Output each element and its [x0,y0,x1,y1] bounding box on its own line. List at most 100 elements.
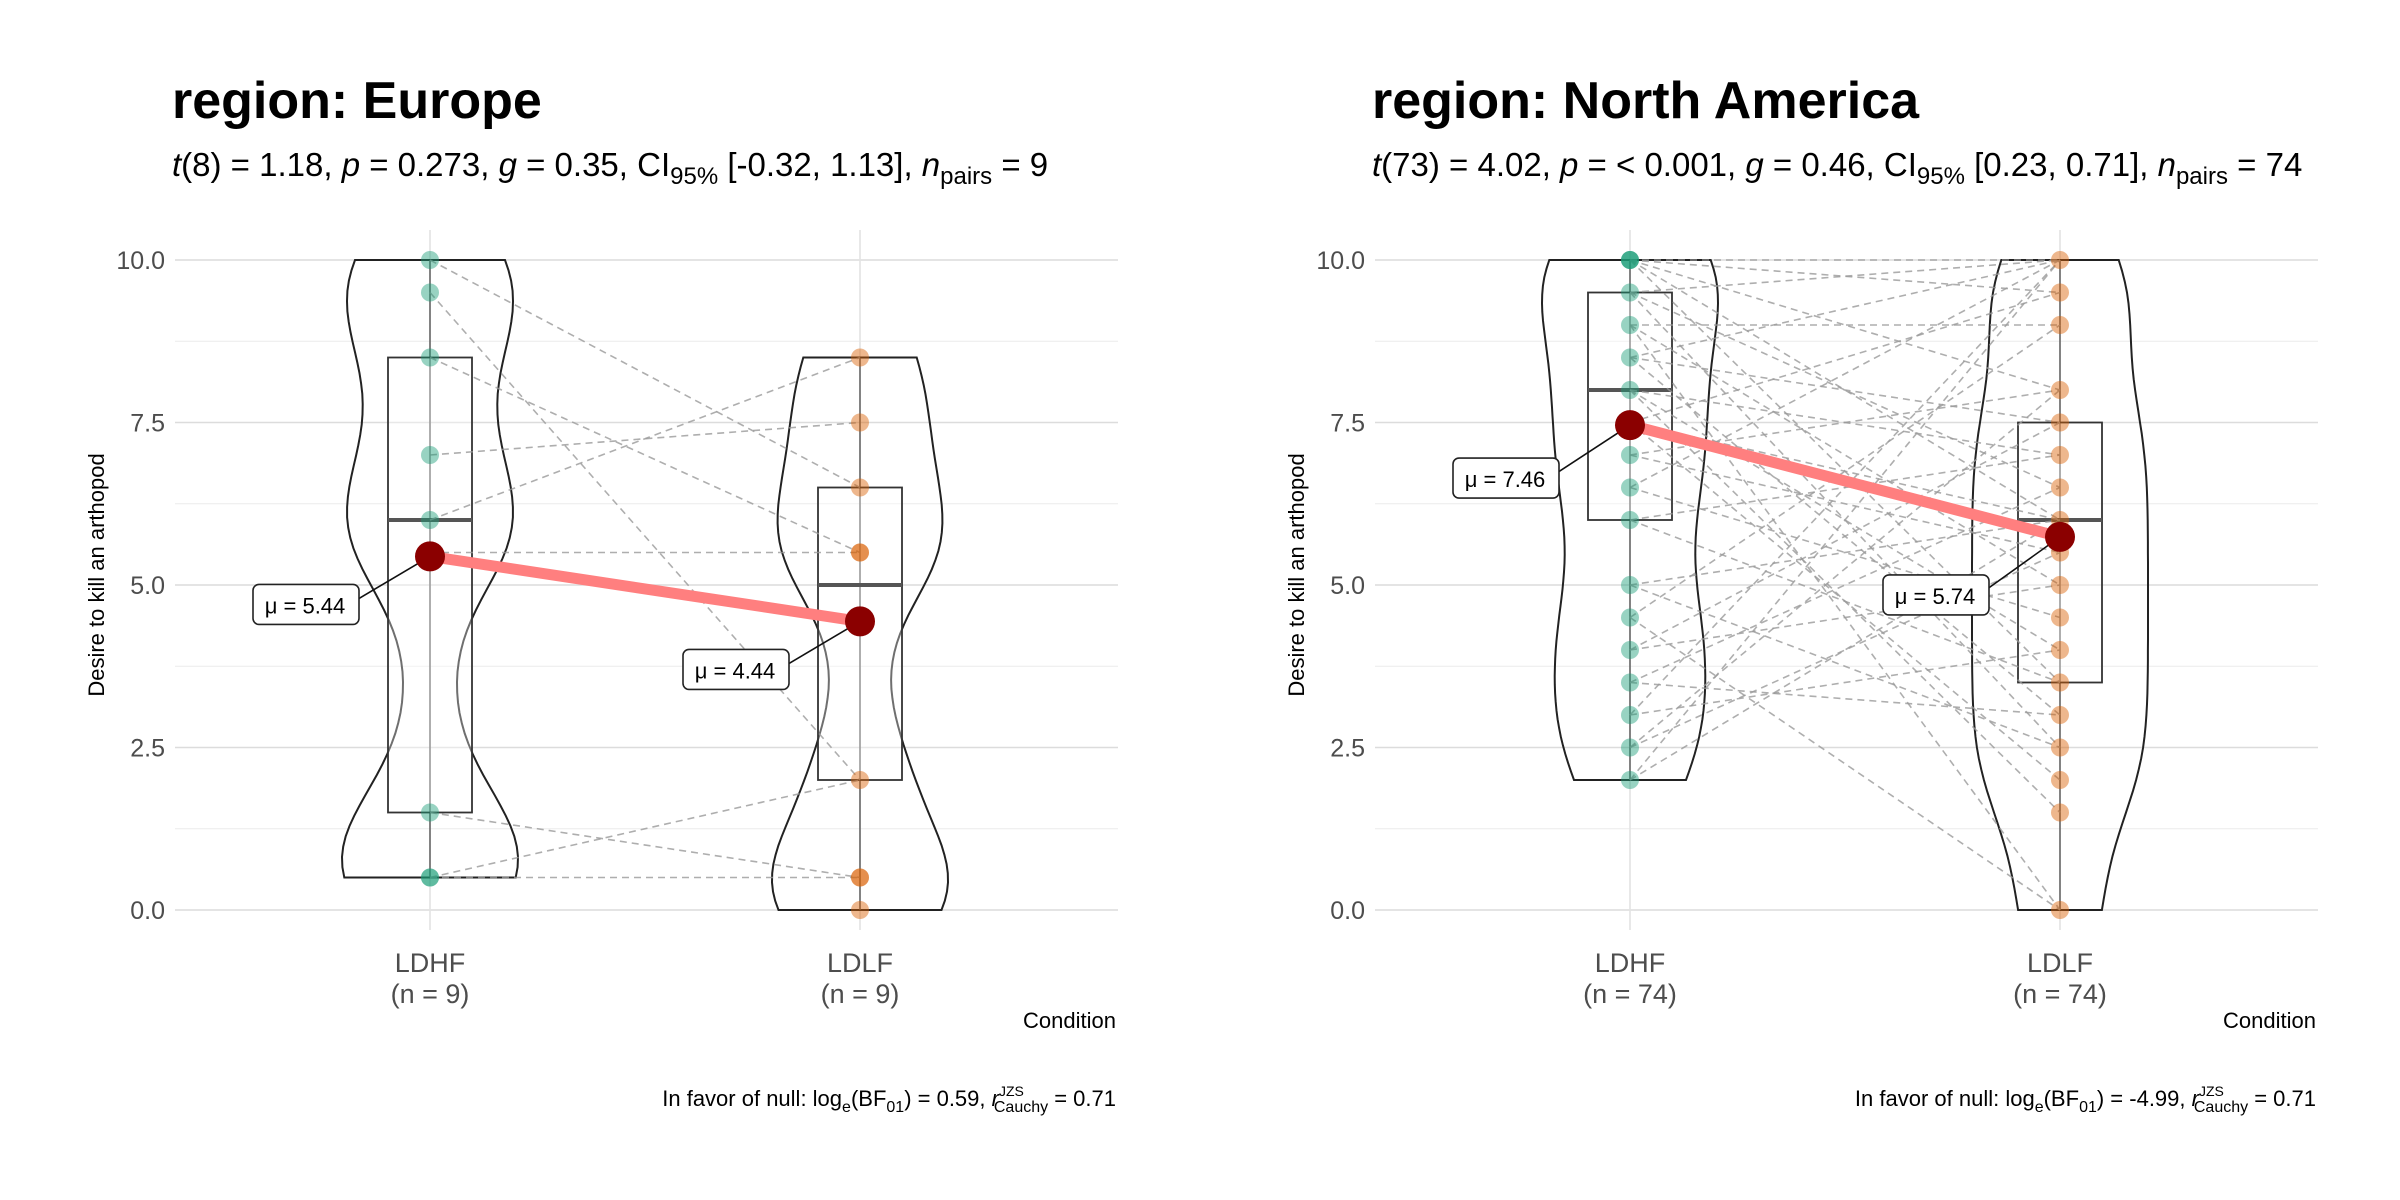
mean-value: 7.46 [1502,467,1545,492]
data-point [2051,901,2069,919]
pair-line [1629,584,2061,749]
stat-n-value: = 9 [992,146,1048,183]
data-point [2051,608,2069,627]
bayes-bf: (BF [2044,1086,2079,1111]
pair-line [429,291,861,781]
data-point [2051,251,2069,269]
pair-line [1629,356,2061,424]
data-point [2051,641,2069,659]
data-point [1621,738,1639,757]
gridlines [175,230,1118,930]
data-point [2051,413,2069,432]
pair-line [1629,259,2061,781]
data-point [2051,283,2069,302]
pair-line [1629,259,2061,489]
x-tick-n-label: (n = 9) [391,979,470,1009]
data-point [1621,251,1639,269]
data-point [1621,706,1639,724]
stat-p-value: = 0.273, [360,146,499,183]
mean-mu: μ = [1465,467,1503,492]
pair-line [1629,649,2061,716]
x-tick-n-label: (n = 9) [821,979,900,1009]
mean-leader [1548,424,1631,479]
stat-t: t [172,146,183,183]
pair-line [1629,551,2061,749]
mean-point [415,541,445,572]
x-tick-n-label: (n = 74) [1583,979,1677,1009]
pair-lines [429,259,861,879]
data-point [851,868,869,887]
pair-line [1629,584,2061,651]
x-axis-label: Condition [2223,1008,2316,1033]
y-axis-label: Desire to kill an arthopod [1284,453,1309,696]
mean-connector [1624,419,2066,543]
stats-subtitle: t(8) = 1.18, p = 0.273, g = 0.35, CI95% … [172,146,1048,190]
bayes-sub-e: e [842,1099,851,1116]
y-tick-label: 10.0 [116,247,165,275]
stat-t-value: (73) = 4.02, [1381,146,1560,183]
pair-line [429,356,861,554]
points-ldlf [851,348,869,919]
stat-g-value: = 0.35, CI [517,146,670,183]
data-point [2051,706,2069,724]
data-point [2051,381,2069,399]
pair-lines [1629,259,2061,911]
data-point [851,413,869,432]
stat-ci-sub: 95% [670,163,718,190]
data-point [421,348,439,367]
y-tick-label: 2.5 [1330,735,1365,763]
mean-label: μ = 5.74 [1895,584,1976,609]
mean-value: 5.74 [1932,584,1975,609]
violin-ldlf [1971,259,2149,911]
pair-line [1629,259,2061,359]
points-ldlf [2051,251,2069,919]
bayes-r-sup: JZS [2199,1083,2224,1099]
y-tick-label: 7.5 [1330,410,1365,438]
data-point [1621,446,1639,464]
bayes-r: r [2192,1086,2201,1111]
mean-mu: μ = [695,658,733,683]
stat-g: g [1745,146,1764,183]
bayes-bf: (BF [851,1086,886,1111]
data-point [851,543,869,562]
pair-line [1629,291,2061,424]
mean-point [845,606,875,637]
stat-t-value: (8) = 1.18, [181,146,342,183]
bayes-r-sub: Cauchy [2194,1099,2248,1116]
pair-line [1629,616,2061,911]
pair-line [1629,259,2061,391]
gridlines [1375,230,2318,930]
bayes-prefix: In favor of null: log [1855,1086,2035,1111]
pair-line [1629,259,2061,716]
mean-mu: μ = [1895,584,1933,609]
data-point [1621,608,1639,627]
data-point [421,803,439,822]
mean-leader [1978,536,2061,596]
stats-subtitle: t(73) = 4.02, p = < 0.001, g = 0.46, CI9… [1372,146,2302,190]
data-point [2051,316,2069,334]
data-point [2051,478,2069,497]
bayes-r-sup: JZS [999,1083,1024,1099]
bayes-caption: In favor of null: loge(BF01) = 0.59, rJZ… [662,1083,1116,1116]
data-point [1621,381,1639,399]
x-tick-label: LDLF [827,948,893,978]
mean-label: μ = 7.46 [1465,467,1546,492]
bayes-value: ) = -4.99, [2097,1086,2192,1111]
panel-0: region: Europe t(8) = 1.18, p = 0.273, g … [84,72,1118,1116]
mean-leader [348,555,431,606]
pair-line [1629,291,2061,489]
stat-g-value: = 0.46, CI [1764,146,1917,183]
data-point [1621,478,1639,497]
stat-n: n [2158,146,2176,183]
data-point [851,348,869,367]
y-tick-label: 0.0 [130,897,165,925]
pair-line [429,779,861,879]
bayes-caption: In favor of null: loge(BF01) = -4.99, rJ… [1855,1083,2316,1116]
stat-n: n [922,146,940,183]
mean-point [2045,521,2075,552]
panel-1: region: North America t(73) = 4.02, p = <… [1284,72,2318,1116]
stat-n-value: = 74 [2228,146,2302,183]
data-point [2051,446,2069,464]
data-point [421,446,439,464]
pair-line [429,811,861,879]
